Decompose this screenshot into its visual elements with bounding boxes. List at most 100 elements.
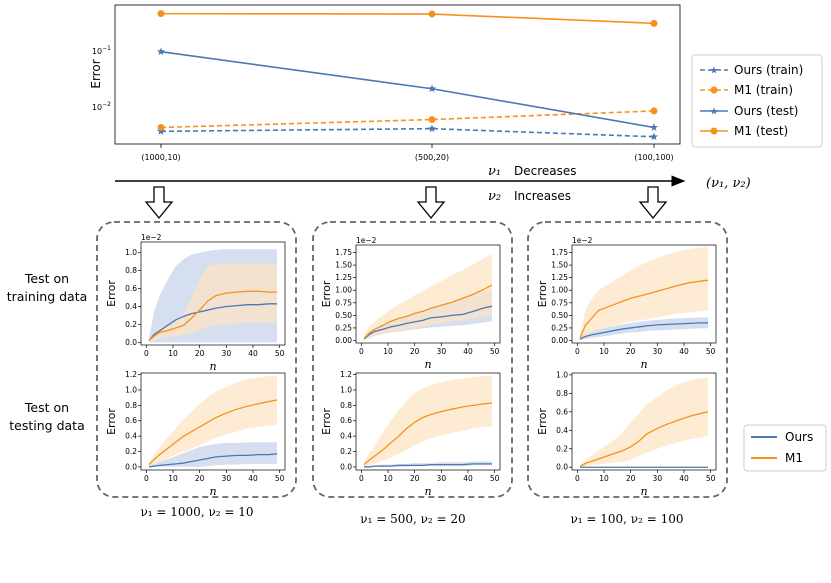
nu1-label: ν₁ (488, 164, 501, 179)
down-arrow-1 (144, 186, 174, 220)
y-tick-label: 0.8 (340, 401, 352, 410)
x-tick-label: 10 (599, 474, 609, 483)
y-tick-label: 0.8 (125, 266, 137, 275)
band-ours (149, 442, 277, 467)
small-panels: 0.00.20.40.60.81.00 10 20 30 40 50nError1e−20… (105, 233, 717, 498)
legend-dot-m1-test (710, 127, 718, 135)
x-tick-label: 40 (248, 474, 258, 483)
line-ours (364, 463, 492, 468)
group-frame-1 (96, 221, 297, 498)
line-m1 (148, 399, 278, 466)
caption-2: ν₁ = 500, ν₂ = 20 (360, 512, 465, 526)
top-series-marker (428, 84, 436, 93)
group-frame-3 (527, 221, 728, 498)
y-tick-label: 0.6 (125, 284, 137, 293)
top-plot-frame (114, 4, 681, 145)
x-axis-label: n (424, 485, 431, 498)
group-frame-2 (312, 221, 513, 498)
top-series-marker (157, 10, 165, 18)
legend-label-m1-test: M1 (test) (734, 124, 788, 138)
y-tick-label: 0.2 (556, 444, 568, 453)
y-tick-label: 0.0 (125, 462, 137, 471)
panel-frame (571, 372, 717, 471)
nu2-text: Increases (514, 189, 571, 203)
parameter-axis-arrow: ν₁ Decreases ν₂ Increases (ν₁, ν₂) (115, 164, 751, 204)
x-tick-label: 10 (383, 474, 393, 483)
y-tick-label: 1.75 (551, 248, 568, 257)
top-series-marker (157, 47, 165, 56)
top-series-marker (428, 116, 436, 124)
legend-dot-m1-train (710, 86, 718, 94)
top-x-tick-label: (100,100) (634, 153, 673, 162)
x-tick-label: 50 (490, 347, 500, 356)
y-tick-label: 1.00 (335, 286, 352, 295)
top-series-marker (428, 124, 436, 133)
panel-p11: 0.0 0.2 0.4 0.6 0.8 1.0 0 10 20 30 40 50 n Error 1e−2 (105, 233, 286, 373)
row-labels: Test on training data Test on testing da… (7, 271, 88, 433)
y-tick-label: 0.50 (551, 311, 568, 320)
x-tick-label: 30 (222, 474, 232, 483)
line-ours (148, 453, 278, 468)
x-axis-label: n (640, 358, 647, 371)
x-axis-label: n (424, 358, 431, 371)
top-series-line (160, 127, 655, 138)
y-axis-label: Error (536, 408, 549, 435)
y-tick-label: 0.25 (335, 323, 352, 332)
legend-label-ours-train: Ours (train) (734, 63, 803, 77)
y-tick-label: 0.4 (340, 432, 352, 441)
x-tick-label: 40 (463, 347, 473, 356)
band-ours (580, 317, 708, 341)
offset-label: 1e−2 (141, 233, 162, 242)
y-axis-label: Error (536, 280, 549, 307)
x-tick-label: 20 (195, 349, 205, 358)
y-tick-label: 0.50 (335, 311, 352, 320)
x-tick-label: 10 (383, 347, 393, 356)
y-tick-label: 1.0 (340, 385, 352, 394)
bottom-legend-label-ours: Ours (785, 430, 813, 444)
top-series-marker (428, 10, 436, 18)
y-tick-label: 0.0 (340, 462, 352, 471)
row-label-train-1: Test on (24, 271, 69, 286)
offset-label: 1e−2 (356, 236, 377, 245)
x-tick-label: 20 (410, 474, 420, 483)
y-tick-label: 0.6 (556, 407, 568, 416)
top-series-marker (650, 107, 658, 115)
y-tick-label: 1.0 (556, 370, 568, 379)
band-m1 (580, 377, 708, 468)
line-ours (148, 303, 277, 341)
band-m1 (580, 246, 708, 341)
y-tick-label: 1.2 (125, 370, 137, 379)
x-tick-label: 20 (195, 474, 205, 483)
legend-item-m1-train: M1 (train) (700, 83, 793, 97)
top-error-chart: Error 10−1 10−2 (1000,10) (500,20) (100,10… (89, 4, 681, 162)
y-tick-label: 0.8 (125, 401, 137, 410)
caption-1: ν₁ = 1000, ν₂ = 10 (140, 505, 253, 519)
y-tick-label: 0.2 (340, 447, 352, 456)
y-tick-label: 1.00 (551, 286, 568, 295)
nu2-label: ν₂ (488, 189, 501, 204)
y-tick-label: 1.50 (551, 261, 568, 270)
x-tick-label: 40 (679, 347, 689, 356)
top-y-tick-0-1: 10−1 (92, 45, 111, 56)
y-tick-label: 0.0 (125, 338, 137, 347)
x-tick-label: 50 (706, 347, 716, 356)
y-tick-label: 0.75 (335, 298, 352, 307)
legend-item-ours-test: ★ Ours (test) (700, 104, 798, 118)
nu1-text: Decreases (514, 164, 577, 178)
panel-frame (355, 372, 501, 471)
x-tick-label: 0 (575, 347, 580, 356)
x-tick-label: 0 (359, 474, 364, 483)
panel-frame (571, 244, 717, 344)
line-m1 (579, 411, 709, 467)
y-axis-label: Error (320, 280, 333, 307)
panel-frame (355, 244, 501, 344)
x-tick-label: 40 (679, 474, 689, 483)
panel-frame (140, 241, 286, 346)
y-tick-label: 0.2 (125, 320, 137, 329)
x-axis-label: n (640, 485, 647, 498)
top-series-marker (650, 123, 658, 131)
captions: ν₁ = 1000, ν₂ = 10 ν₁ = 500, ν₂ = 20 ν₁ … (140, 505, 683, 526)
top-x-tick-label: (1000,10) (141, 153, 180, 162)
panel-p23: 0.0 0.2 0.4 0.6 0.8 1.0 0 10 20 30 40 50 n Error (536, 370, 717, 498)
